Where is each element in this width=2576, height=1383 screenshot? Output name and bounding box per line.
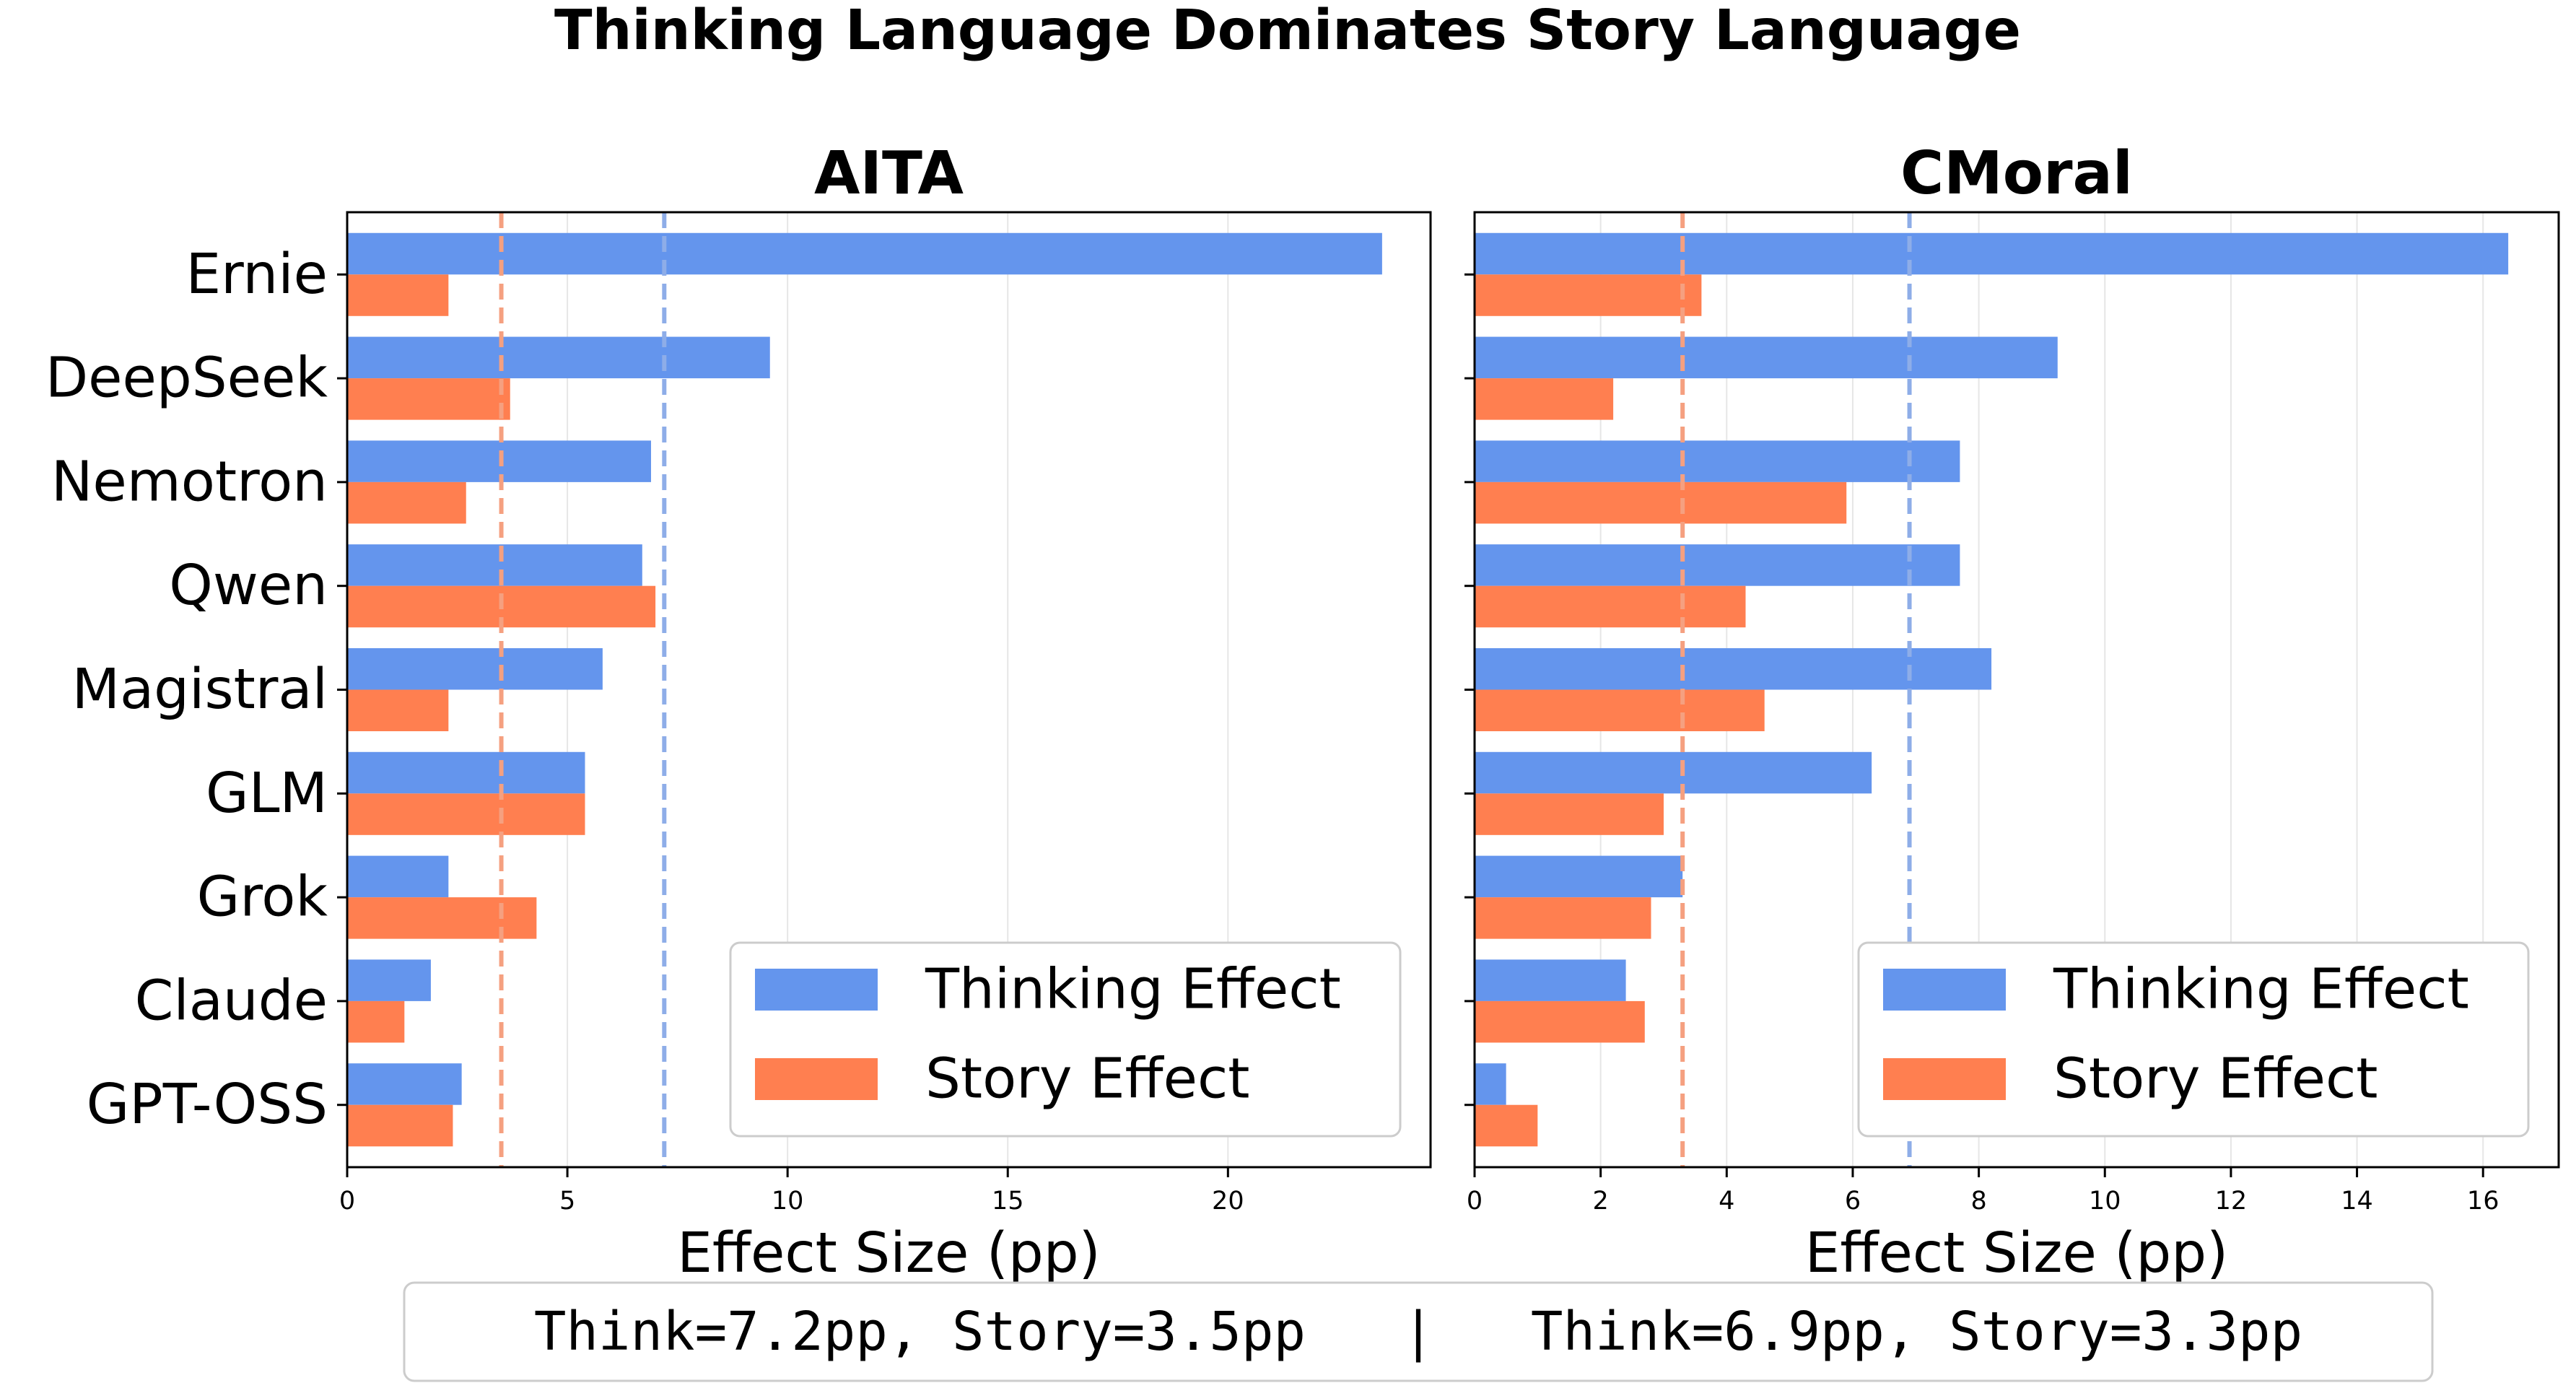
bar-story-gpt-oss bbox=[1475, 1104, 1538, 1147]
legend-label-story: Story Effect bbox=[2053, 1047, 2378, 1112]
category-label: Grok bbox=[197, 865, 328, 930]
category-label: DeepSeek bbox=[45, 346, 328, 411]
bar-story-qwen bbox=[1475, 585, 1746, 628]
category-label: GLM bbox=[206, 762, 328, 826]
legend-box bbox=[1857, 941, 2530, 1138]
legend-swatch-story bbox=[1883, 1058, 2006, 1100]
bar-thinking-glm bbox=[347, 751, 585, 794]
bar-story-deepseek bbox=[347, 378, 510, 420]
x-tick-label: 16 bbox=[2467, 1187, 2499, 1216]
bar-story-ernie bbox=[1475, 274, 1702, 316]
category-label: Nemotron bbox=[51, 450, 328, 514]
legend-swatch-story bbox=[755, 1058, 878, 1100]
bar-thinking-qwen bbox=[347, 544, 642, 586]
panel-aita: Ernie DeepSeek Nemotron Qwen Magistral GLM Gro… bbox=[45, 139, 1432, 1286]
x-tick-label: 6 bbox=[1845, 1187, 1861, 1216]
bar-thinking-qwen bbox=[1475, 544, 1960, 586]
bar-story-magistral bbox=[347, 689, 449, 732]
bar-thinking-gpt-oss bbox=[1475, 1063, 1506, 1105]
panel-title: CMoral bbox=[1900, 139, 2133, 208]
category-label: Qwen bbox=[169, 554, 328, 618]
legend-swatch-thinking bbox=[755, 969, 878, 1011]
footer-box: Think=7.2pp, Story=3.5pp | Think=6.9pp, … bbox=[403, 1281, 2434, 1382]
category-label: GPT-OSS bbox=[87, 1073, 328, 1137]
footer-summary: Think=7.2pp, Story=3.5pp | Think=6.9pp, … bbox=[534, 1301, 2302, 1363]
category-label: Ernie bbox=[185, 243, 328, 307]
bar-story-deepseek bbox=[1475, 378, 1614, 420]
legend-box bbox=[729, 941, 1402, 1138]
x-tick-label: 0 bbox=[339, 1187, 355, 1216]
bar-thinking-ernie bbox=[1475, 232, 2509, 275]
bar-story-grok bbox=[347, 897, 537, 939]
bar-story-claude bbox=[347, 1000, 405, 1043]
x-tick-label: 20 bbox=[1212, 1187, 1244, 1216]
legend-swatch-thinking bbox=[1883, 969, 2006, 1011]
x-axis-label: Effect Size (pp) bbox=[677, 1221, 1100, 1286]
bar-thinking-gpt-oss bbox=[347, 1063, 462, 1105]
legend: Thinking Effect Story Effect bbox=[1857, 941, 2530, 1138]
bar-story-claude bbox=[1475, 1000, 1645, 1043]
legend-label-thinking: Thinking Effect bbox=[2053, 958, 2469, 1022]
bar-thinking-nemotron bbox=[347, 440, 652, 482]
bar-thinking-ernie bbox=[347, 232, 1382, 275]
bar-thinking-deepseek bbox=[1475, 336, 2058, 379]
bar-thinking-nemotron bbox=[1475, 440, 1960, 482]
bar-thinking-deepseek bbox=[347, 336, 770, 379]
bar-story-grok bbox=[1475, 897, 1651, 939]
x-tick-label: 5 bbox=[559, 1187, 575, 1216]
x-tick-label: 4 bbox=[1719, 1187, 1734, 1216]
x-tick-label: 8 bbox=[1970, 1187, 1986, 1216]
panel-title: AITA bbox=[814, 139, 964, 208]
legend: Thinking Effect Story Effect bbox=[729, 941, 1402, 1138]
panel-cmoral: 0 2 4 6 8 10 12 14 16 CMoral Effect Size (pp) Think… bbox=[1464, 139, 2560, 1286]
category-label: Claude bbox=[135, 969, 328, 1033]
bar-thinking-magistral bbox=[347, 647, 603, 690]
x-tick-label: 12 bbox=[2215, 1187, 2248, 1216]
bar-thinking-grok bbox=[347, 855, 449, 898]
bar-story-nemotron bbox=[1475, 481, 1847, 524]
figure-title: Thinking Language Dominates Story Langua… bbox=[554, 0, 2021, 63]
x-tick-label: 14 bbox=[2341, 1187, 2373, 1216]
bar-story-gpt-oss bbox=[347, 1104, 453, 1147]
x-tick-label: 10 bbox=[772, 1187, 804, 1216]
legend-label-thinking: Thinking Effect bbox=[925, 958, 1341, 1022]
bar-thinking-glm bbox=[1475, 751, 1872, 794]
legend-label-story: Story Effect bbox=[925, 1047, 1249, 1112]
bar-thinking-magistral bbox=[1475, 647, 1992, 690]
bar-story-glm bbox=[347, 793, 585, 835]
bar-story-nemotron bbox=[347, 481, 466, 524]
x-axis-label: Effect Size (pp) bbox=[1805, 1221, 2228, 1286]
bar-story-ernie bbox=[347, 274, 449, 316]
x-tick-label: 15 bbox=[992, 1187, 1024, 1216]
x-tick-label: 2 bbox=[1593, 1187, 1609, 1216]
bar-story-glm bbox=[1475, 793, 1664, 835]
bar-story-magistral bbox=[1475, 689, 1765, 732]
bar-thinking-claude bbox=[1475, 959, 1626, 1001]
bar-thinking-grok bbox=[1475, 855, 1683, 898]
x-tick-label: 0 bbox=[1467, 1187, 1483, 1216]
bar-thinking-claude bbox=[347, 959, 431, 1001]
category-label: Magistral bbox=[72, 658, 328, 722]
x-tick-label: 10 bbox=[2089, 1187, 2121, 1216]
